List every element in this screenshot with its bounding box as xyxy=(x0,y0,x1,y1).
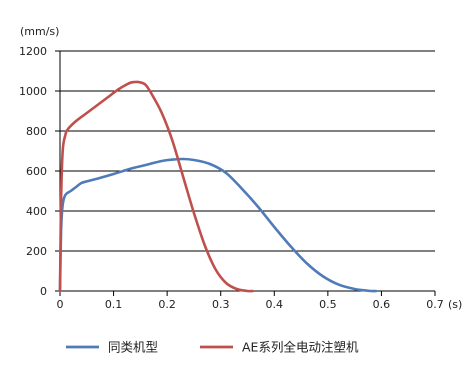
x-tick-label: 0.5 xyxy=(319,298,337,311)
y-tick-labels: 0 200 400 600 800 1000 1200 xyxy=(19,45,47,298)
legend-label-2: AE系列全电动注塑机 xyxy=(242,340,359,355)
x-axis-unit: (s) xyxy=(448,298,462,311)
series-line-2 xyxy=(58,80,255,293)
x-tick-label: 0.2 xyxy=(158,298,176,311)
y-tick-label: 1000 xyxy=(19,85,47,98)
x-tick-label: 0.3 xyxy=(212,298,230,311)
x-tick-label: 0.6 xyxy=(373,298,391,311)
y-tick-label: 800 xyxy=(26,125,47,138)
legend: 同类机型 AE系列全电动注塑机 xyxy=(66,340,359,355)
y-tick-label: 400 xyxy=(26,205,47,218)
x-tick-label: 0 xyxy=(57,298,64,311)
y-axis-unit: (mm/s) xyxy=(20,25,59,38)
x-tick-label: 0.7 xyxy=(426,298,444,311)
grid-lines xyxy=(60,50,435,252)
y-tick-label: 200 xyxy=(26,245,47,258)
y-tick-label: 1200 xyxy=(19,45,47,58)
legend-label-1: 同类机型 xyxy=(108,340,158,355)
y-tick-label: 600 xyxy=(26,165,47,178)
series-lines xyxy=(58,80,378,293)
x-tick-label: 0.4 xyxy=(266,298,284,311)
y-tick-label: 0 xyxy=(40,285,47,298)
series-line-1 xyxy=(58,157,378,293)
x-tick-labels: 0 0.1 0.2 0.3 0.4 0.5 0.6 0.7 xyxy=(57,298,444,311)
x-tick-label: 0.1 xyxy=(105,298,123,311)
